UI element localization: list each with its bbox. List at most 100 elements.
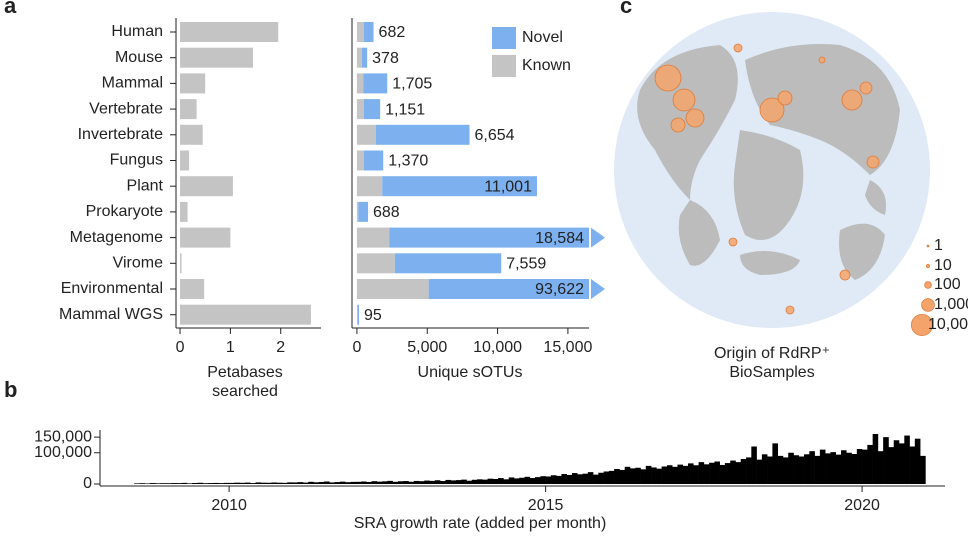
legend-label: Novel	[522, 29, 563, 46]
sample-bubble	[785, 305, 795, 315]
land	[839, 223, 885, 280]
bar	[877, 451, 884, 484]
bar	[180, 73, 206, 94]
bar	[471, 479, 478, 484]
bar	[160, 483, 167, 484]
bar	[180, 227, 231, 248]
bar	[666, 465, 673, 484]
bar	[318, 481, 325, 484]
map-title: Origin of RdRP⁺ BioSamples	[713, 345, 831, 381]
bar	[324, 481, 330, 484]
bar	[234, 482, 240, 484]
bar	[767, 456, 773, 484]
bar	[719, 464, 726, 484]
value-label: 6,654	[475, 127, 515, 144]
bar-novel	[375, 124, 470, 145]
x-tick-label: 0	[176, 339, 185, 356]
bar	[155, 483, 161, 484]
legend-label: Known	[522, 57, 571, 74]
category-label: Prokaryote	[86, 203, 163, 220]
category-label: Metagenome	[70, 229, 163, 246]
bar	[603, 471, 610, 484]
bar	[804, 454, 810, 484]
bar-known	[356, 304, 358, 325]
bar	[144, 483, 151, 484]
bar	[519, 477, 525, 484]
bar-known	[356, 124, 376, 145]
bar	[513, 478, 520, 484]
bar	[376, 481, 383, 484]
bar-known	[356, 176, 383, 197]
value-label: 688	[373, 204, 400, 221]
bar	[556, 475, 562, 484]
bar	[561, 474, 567, 484]
bar-novel	[357, 304, 359, 325]
bar	[751, 446, 757, 484]
bar	[482, 479, 488, 484]
category-label: Human	[111, 23, 163, 40]
bar	[180, 304, 311, 325]
bar	[730, 460, 736, 484]
bar	[450, 480, 457, 484]
value-label: 95	[364, 307, 382, 324]
bar	[276, 482, 283, 484]
bar	[197, 482, 204, 484]
bar	[208, 483, 214, 484]
bar	[566, 474, 573, 484]
bar	[587, 472, 594, 484]
bar	[898, 443, 905, 484]
bar	[888, 447, 895, 484]
bar	[492, 479, 499, 484]
bar	[571, 473, 578, 484]
bar	[297, 482, 304, 484]
sample-bubble	[670, 117, 686, 133]
bar	[809, 451, 815, 484]
sample-bubble	[841, 89, 863, 111]
x-tick-label: 2020	[844, 497, 880, 514]
bar-novel	[363, 99, 381, 120]
size-legend-label: 100	[934, 276, 961, 293]
value-label: 682	[379, 24, 406, 41]
sample-bubble	[733, 43, 743, 53]
bars	[356, 22, 589, 325]
land	[745, 44, 900, 175]
bar	[904, 435, 910, 484]
legend-swatch	[492, 55, 516, 77]
x-tick-label: 10,000	[473, 339, 522, 356]
bar	[498, 478, 504, 484]
bar	[503, 479, 510, 484]
x-axis-label: Petabases searched	[207, 364, 283, 400]
bar	[424, 480, 430, 484]
bar	[487, 478, 494, 484]
bar	[180, 201, 188, 222]
panel-label: a	[4, 0, 17, 18]
bar-novel	[363, 73, 388, 94]
bar	[292, 482, 298, 484]
bar	[308, 481, 314, 484]
sample-bubble	[866, 155, 880, 169]
bar	[846, 452, 852, 484]
overflow-arrow	[591, 279, 605, 299]
bar	[862, 449, 868, 484]
bar-novel	[428, 279, 589, 299]
y-tick-label: 0	[83, 475, 92, 492]
bar	[577, 474, 583, 484]
panel-label: c	[620, 0, 633, 18]
bar	[181, 482, 188, 484]
bar	[635, 467, 641, 484]
value-label: 7,559	[506, 256, 546, 273]
value-label: 93,622	[535, 281, 584, 298]
legend-swatch	[492, 27, 516, 49]
land	[733, 130, 804, 240]
bar-novel	[358, 201, 369, 222]
bar	[334, 482, 341, 484]
x-axis-label: Unique sOTUs	[417, 364, 523, 381]
bar	[466, 480, 473, 484]
overflow-arrow	[591, 227, 605, 248]
bar	[508, 477, 515, 484]
bar	[477, 479, 483, 484]
bar	[139, 483, 146, 484]
bar	[629, 468, 636, 484]
bar	[134, 483, 140, 484]
